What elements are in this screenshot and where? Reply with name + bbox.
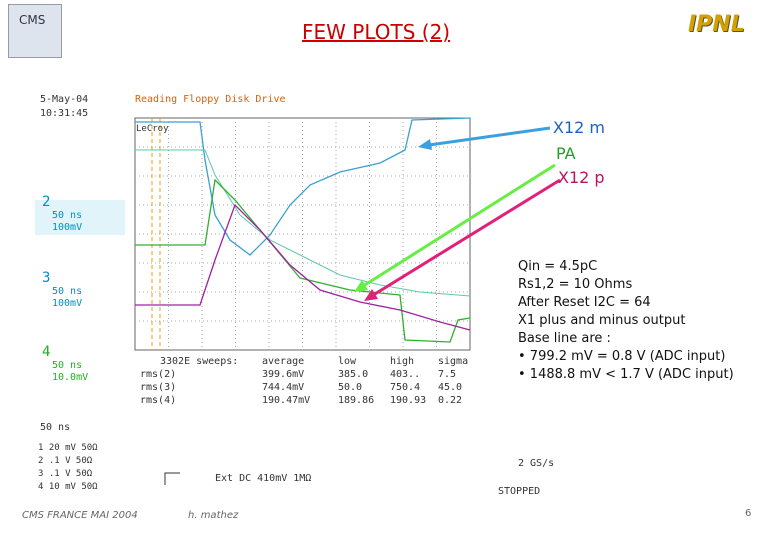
note-line: X1 plus and minus output <box>518 313 686 328</box>
channel-number: 3 <box>42 270 51 286</box>
annotation: PA <box>556 144 576 163</box>
scope-brand: LeCroy <box>136 124 169 134</box>
stats-cell: 50.0 <box>338 382 363 393</box>
stats-cell: 399.6mV <box>262 369 305 380</box>
arrowhead <box>364 289 378 301</box>
stats-cell: 403.. <box>390 369 421 380</box>
input-setting: 3 .1 V 50Ω <box>38 469 93 479</box>
logo-text: CMS <box>19 13 46 27</box>
ipnl-logo: IPNL <box>688 12 745 37</box>
arrow-x12p <box>369 178 561 299</box>
stats-cell: 750.4 <box>390 382 421 393</box>
trace-x12p <box>135 203 471 331</box>
note-line: Base line are : <box>518 331 611 346</box>
stats-cell: 0.22 <box>438 395 463 406</box>
stats-header: 3302E sweeps: <box>160 356 239 367</box>
note-line: • 1488.8 mV < 1.7 V (ADC input) <box>518 367 734 382</box>
channel-scale: 100mV <box>52 222 83 233</box>
trigger-symbol <box>164 472 180 485</box>
input-setting: 4 10 mV 50Ω <box>38 482 98 492</box>
slide-title: FEW PLOTS (2) <box>302 20 451 44</box>
note-line: • 799.2 mV = 0.8 V (ADC input) <box>518 349 726 364</box>
note-line: Rs1,2 = 10 Ohms <box>518 277 633 292</box>
stats-header: low <box>338 356 357 367</box>
arrow-x12m <box>421 126 551 148</box>
stats-cell: rms(3) <box>140 382 177 393</box>
scope-caption: Reading Floppy Disk Drive <box>135 94 286 105</box>
input-setting: 1 20 mV 50Ω <box>38 443 98 453</box>
channel-timebase: 50 ns <box>52 360 83 371</box>
sample-rate: 2 GS/s <box>518 458 555 469</box>
arrowhead <box>354 280 368 292</box>
footer-left: CMS FRANCE MAI 2004 <box>22 510 138 521</box>
channel-box <box>35 200 125 235</box>
stats-cell: rms(4) <box>140 395 177 406</box>
trace-pa <box>135 178 471 343</box>
note-line: Qin = 4.5pC <box>518 259 598 274</box>
channel-scale: 100mV <box>52 298 83 309</box>
trigger-markers <box>151 118 161 350</box>
channel-timebase: 50 ns <box>52 210 83 221</box>
scope-time: 10:31:45 <box>40 108 89 119</box>
input-setting: 2 .1 V 50Ω <box>38 456 93 466</box>
page-number: 6 <box>745 508 752 519</box>
footer-author: h. mathez <box>188 510 239 521</box>
stats-cell: 7.5 <box>438 369 457 380</box>
channel-number: 2 <box>42 194 51 210</box>
stats-header: sigma <box>438 356 469 367</box>
status: STOPPED <box>498 486 541 497</box>
arrowhead <box>418 139 432 150</box>
stats-header: high <box>390 356 415 367</box>
scope-date: 5-May-04 <box>40 94 89 105</box>
channel-number: 4 <box>42 344 51 360</box>
stats-cell: 190.47mV <box>262 395 311 406</box>
grid <box>135 118 470 350</box>
annotation: X12 m <box>553 118 605 137</box>
timebase: 50 ns <box>40 422 71 433</box>
trace-x12m <box>135 117 471 256</box>
stats-cell: rms(2) <box>140 369 177 380</box>
trigger: Ext DC 410mV 1MΩ <box>215 473 312 484</box>
stats-cell: 744.4mV <box>262 382 305 393</box>
stats-cell: 385.0 <box>338 369 369 380</box>
annotation: X12 p <box>558 168 605 187</box>
trace-cyan <box>135 149 471 297</box>
channel-timebase: 50 ns <box>52 286 83 297</box>
stats-cell: 45.0 <box>438 382 463 393</box>
stats-header: average <box>262 356 305 367</box>
stats-cell: 190.93 <box>390 395 427 406</box>
channel-scale: 10.0mV <box>52 372 89 383</box>
cms-logo: CMS <box>8 4 62 58</box>
note-line: After Reset I2C = 64 <box>518 295 651 310</box>
stats-cell: 189.86 <box>338 395 375 406</box>
arrow-pa <box>359 163 556 290</box>
